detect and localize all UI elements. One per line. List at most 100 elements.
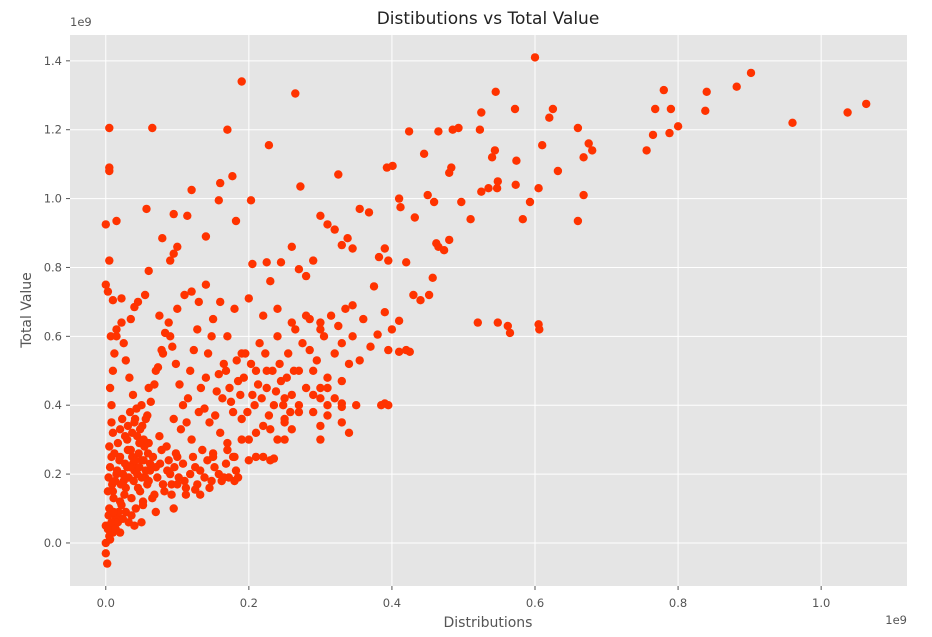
data-point xyxy=(280,414,289,424)
data-point xyxy=(294,401,304,410)
data-point xyxy=(262,383,271,393)
data-point xyxy=(130,456,140,465)
data-point xyxy=(348,332,357,341)
data-point xyxy=(316,318,325,327)
data-point xyxy=(140,290,150,300)
x-tick-label: 0.8 xyxy=(669,596,687,610)
data-point xyxy=(211,411,220,420)
data-point xyxy=(259,452,268,462)
data-point xyxy=(380,244,389,253)
data-point xyxy=(144,476,153,486)
data-point xyxy=(445,235,454,245)
data-point xyxy=(158,480,168,489)
data-point xyxy=(251,452,261,462)
data-point xyxy=(121,356,130,365)
x-tick-label: 1.0 xyxy=(812,596,830,610)
data-point xyxy=(316,421,325,431)
data-point xyxy=(334,170,343,179)
data-point xyxy=(491,87,500,97)
data-point xyxy=(135,487,145,496)
data-point xyxy=(166,256,175,265)
data-point xyxy=(178,401,188,410)
data-point xyxy=(337,240,346,250)
data-point xyxy=(651,104,660,114)
data-point xyxy=(330,394,339,403)
data-point xyxy=(103,487,113,496)
data-point xyxy=(200,473,209,482)
data-point xyxy=(231,216,241,226)
data-point xyxy=(648,130,658,140)
data-point xyxy=(212,387,221,396)
data-point xyxy=(505,328,515,338)
data-point xyxy=(225,383,234,393)
data-point xyxy=(477,108,486,117)
data-point xyxy=(231,466,241,475)
data-point xyxy=(294,407,304,417)
data-point xyxy=(115,425,125,434)
data-point xyxy=(702,87,711,97)
data-point xyxy=(337,339,346,348)
data-point xyxy=(518,215,527,224)
data-point xyxy=(183,211,192,220)
data-point xyxy=(280,394,289,403)
data-point xyxy=(457,197,466,207)
data-point xyxy=(344,359,354,369)
data-point xyxy=(214,370,223,379)
data-point xyxy=(175,380,184,389)
data-point xyxy=(107,401,116,410)
data-point xyxy=(112,332,121,341)
data-point xyxy=(473,318,482,327)
data-point xyxy=(182,418,191,427)
data-point xyxy=(125,373,134,382)
data-point xyxy=(323,373,332,382)
data-point xyxy=(298,339,307,348)
data-point xyxy=(369,282,379,291)
data-point xyxy=(553,166,563,176)
data-point xyxy=(334,321,343,331)
data-point xyxy=(355,356,364,365)
data-point xyxy=(404,127,414,136)
data-point xyxy=(155,459,165,468)
data-point xyxy=(287,242,296,251)
data-point xyxy=(196,383,206,393)
x-axis-ticks: 0.0 0.2 0.4 0.6 0.8 1.0 xyxy=(97,586,830,610)
data-point xyxy=(490,146,500,155)
data-point xyxy=(144,266,153,276)
data-point xyxy=(348,301,357,310)
data-point xyxy=(188,452,198,462)
data-point xyxy=(158,234,167,243)
data-point xyxy=(221,366,231,375)
data-point xyxy=(186,469,195,479)
data-point xyxy=(323,401,332,410)
data-point xyxy=(366,342,375,351)
data-point xyxy=(127,511,136,520)
data-point xyxy=(511,180,520,189)
data-point xyxy=(250,401,259,410)
data-point xyxy=(244,456,253,465)
data-point xyxy=(110,349,119,358)
data-point xyxy=(316,394,325,403)
data-point xyxy=(123,421,133,431)
data-point xyxy=(330,349,339,358)
data-point xyxy=(131,504,140,513)
data-point xyxy=(157,345,166,355)
data-point xyxy=(296,182,305,191)
data-point xyxy=(416,296,425,305)
data-point xyxy=(228,407,238,417)
data-point xyxy=(153,363,163,372)
data-point xyxy=(196,490,205,499)
data-point xyxy=(447,163,456,172)
data-point xyxy=(843,108,852,117)
data-point xyxy=(219,359,228,369)
data-point xyxy=(380,308,389,317)
data-point xyxy=(120,432,130,441)
data-point xyxy=(132,404,141,413)
data-point xyxy=(273,435,282,444)
x-tick-label: 0.2 xyxy=(240,596,258,610)
data-point xyxy=(183,394,193,403)
data-point xyxy=(145,459,155,468)
data-point xyxy=(280,435,289,444)
data-point xyxy=(118,414,127,424)
chart-title: Distibutions vs Total Value xyxy=(377,9,600,29)
data-point xyxy=(665,128,674,138)
